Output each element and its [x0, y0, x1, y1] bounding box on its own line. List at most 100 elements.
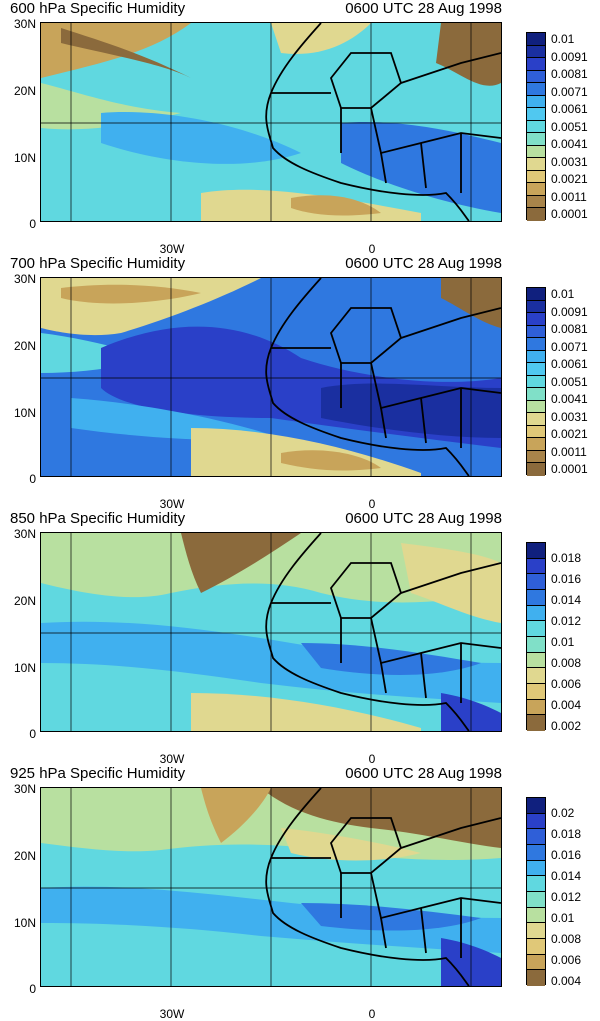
legend-label: 0.0011: [551, 445, 587, 459]
y-tick-label: 30N: [13, 782, 36, 796]
legend-label: 0.01: [551, 635, 575, 649]
panel-600hpa: 600 hPa Specific Humidity 0600 UTC 28 Au…: [0, 0, 600, 255]
panel-time: 0600 UTC 28 Aug 1998: [345, 765, 502, 782]
legend-label: 0.0021: [551, 427, 588, 441]
moist-zone-africa: [301, 643, 481, 675]
legend-label: 0.006: [551, 953, 582, 967]
color-bar: [526, 287, 546, 476]
dry-band-sahel: [281, 828, 421, 861]
color-bar: [526, 797, 546, 986]
legend-label: 0.0021: [551, 172, 588, 186]
legend-label: 0.006: [551, 677, 582, 691]
legend-label: 0.018: [551, 827, 582, 841]
panel-title: 850 hPa Specific Humidity: [10, 510, 186, 527]
map-area: [40, 277, 502, 477]
legend-label: 0.0071: [551, 340, 588, 354]
dry-band-south: [191, 693, 421, 731]
coastline: [265, 23, 501, 221]
x-tick-label: 0: [368, 497, 376, 511]
coastline: [265, 788, 501, 986]
legend-label: 0.004: [551, 974, 582, 988]
legend-label: 0.0041: [551, 392, 588, 406]
legend-label: 0.0041: [551, 137, 588, 151]
y-tick-label: 10N: [13, 661, 36, 675]
x-tick-label: 0: [368, 242, 376, 256]
panel-850hpa: 850 hPa Specific Humidity 0600 UTC 28 Au…: [0, 510, 600, 765]
legend-label: 0.0011: [551, 190, 587, 204]
dry-patch-south: [281, 450, 381, 471]
dry-zone-northeast: [401, 543, 501, 623]
panel-700hpa: 700 hPa Specific Humidity 0600 UTC 28 Au…: [0, 255, 600, 510]
color-bar: [526, 32, 546, 221]
x-tick-label: 30W: [159, 497, 185, 511]
legend-label: 0.01: [551, 911, 575, 925]
panel-time: 0600 UTC 28 Aug 1998: [345, 0, 502, 17]
dry-streak-northwest: [61, 28, 191, 78]
moist-zone-africa: [321, 383, 501, 438]
y-tick-label: 20N: [13, 339, 36, 353]
legend-label: 0.016: [551, 572, 582, 586]
y-tick-label: 10N: [13, 406, 36, 420]
legend-label: 0.0091: [551, 50, 588, 64]
y-tick-label: 0: [29, 982, 36, 996]
moist-patch-north: [271, 23, 371, 54]
dry-streak-northwest: [61, 284, 201, 304]
y-tick-label: 0: [29, 472, 36, 486]
legend-label: 0.0001: [551, 207, 588, 221]
map-area: [40, 787, 502, 987]
panel-title: 600 hPa Specific Humidity: [10, 0, 186, 17]
legend-label: 0.002: [551, 719, 582, 733]
legend-label: 0.018: [551, 551, 582, 565]
legend-label: 0.02: [551, 806, 575, 820]
moist-band-atlantic: [101, 112, 301, 164]
legend-label: 0.012: [551, 890, 582, 904]
gridlines: [41, 23, 501, 221]
legend-label: 0.0081: [551, 322, 588, 336]
dry-zone-northeast: [436, 23, 501, 86]
y-tick-label: 0: [29, 217, 36, 231]
y-tick-label: 10N: [13, 151, 36, 165]
coastline: [265, 533, 501, 731]
panel-925hpa: 925 hPa Specific Humidity 0600 UTC 28 Au…: [0, 765, 600, 1020]
legend-label: 0.01: [551, 287, 575, 301]
legend-label: 0.0051: [551, 375, 588, 389]
y-tick-label: 30N: [13, 527, 36, 541]
legend-label: 0.0061: [551, 357, 588, 371]
x-tick-label: 30W: [159, 242, 185, 256]
legend-label: 0.008: [551, 932, 582, 946]
legend-label: 0.0061: [551, 102, 588, 116]
dry-patch-south: [291, 195, 381, 216]
legend-label: 0.014: [551, 593, 582, 607]
gridlines: [41, 788, 501, 986]
legend-label: 0.0071: [551, 85, 588, 99]
legend-label: 0.0001: [551, 462, 588, 476]
y-tick-label: 30N: [13, 17, 36, 31]
legend-label: 0.01: [551, 32, 575, 46]
y-tick-label: 20N: [13, 84, 36, 98]
panel-time: 0600 UTC 28 Aug 1998: [345, 255, 502, 272]
gridlines: [41, 278, 501, 476]
y-tick-label: 20N: [13, 849, 36, 863]
map-area: [40, 532, 502, 732]
x-tick-label: 0: [368, 1007, 376, 1021]
legend-label: 0.004: [551, 698, 582, 712]
gridlines: [41, 533, 501, 731]
legend-label: 0.0091: [551, 305, 588, 319]
y-tick-label: 0: [29, 727, 36, 741]
x-tick-label: 30W: [159, 752, 185, 766]
color-bar: [526, 542, 546, 731]
moist-zone-africa: [301, 903, 481, 931]
legend-label: 0.0031: [551, 410, 588, 424]
legend-label: 0.008: [551, 656, 582, 670]
y-tick-label: 10N: [13, 916, 36, 930]
x-tick-label: 0: [368, 752, 376, 766]
coastline: [265, 278, 501, 476]
y-tick-label: 20N: [13, 594, 36, 608]
legend-label: 0.012: [551, 614, 582, 628]
x-tick-label: 30W: [159, 1007, 185, 1021]
legend-label: 0.014: [551, 869, 582, 883]
panel-title: 925 hPa Specific Humidity: [10, 765, 186, 782]
panel-time: 0600 UTC 28 Aug 1998: [345, 510, 502, 527]
legend-label: 0.0051: [551, 120, 588, 134]
y-tick-label: 30N: [13, 272, 36, 286]
